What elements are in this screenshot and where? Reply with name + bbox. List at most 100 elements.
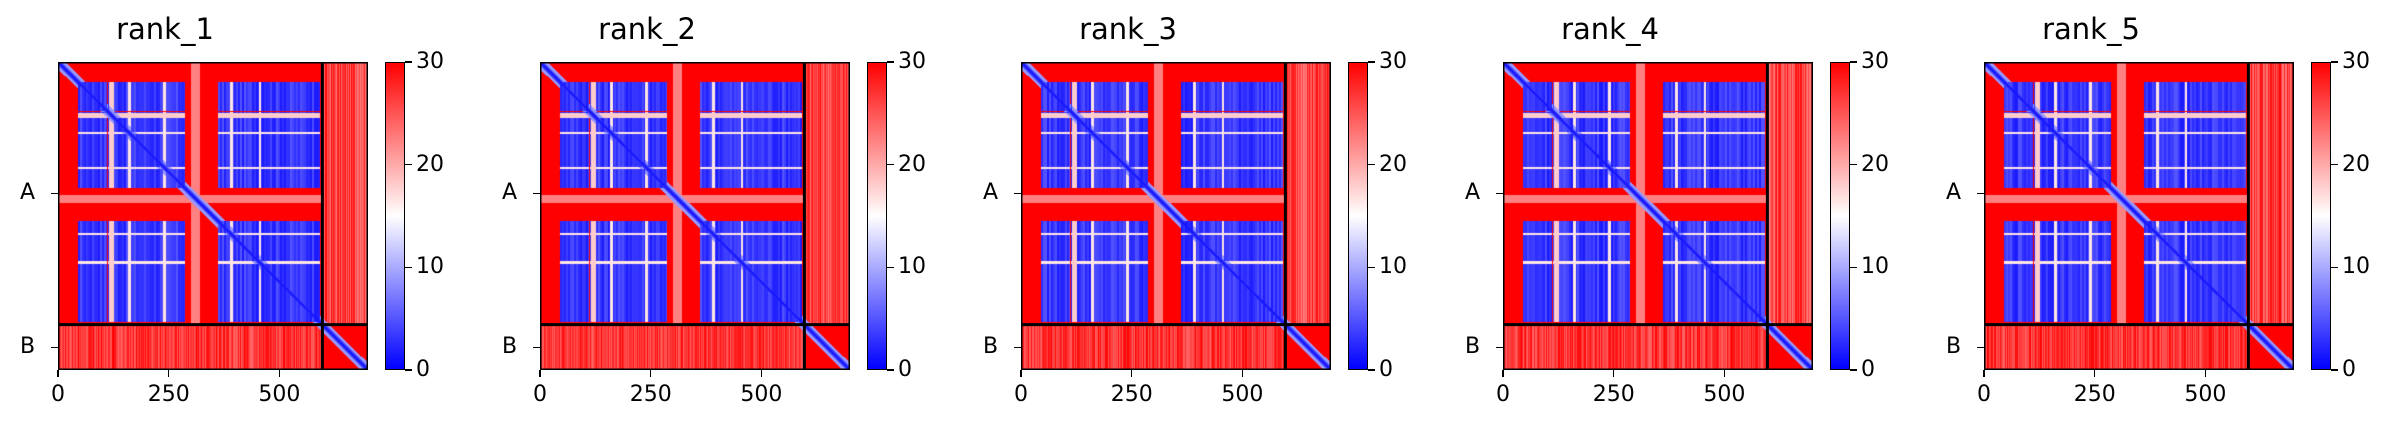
- colorbar-tick-mark: [887, 266, 894, 269]
- colorbar: [385, 62, 405, 370]
- x-tick-mark: [1130, 370, 1133, 377]
- colorbar-tick-mark: [2331, 369, 2338, 371]
- x-tick-mark: [760, 370, 763, 377]
- x-tick-mark: [2204, 370, 2207, 377]
- plot-frame: [1021, 62, 1331, 370]
- chart-title: rank_1: [116, 12, 214, 46]
- chart-panel-2: rank_2 0 250 500 A B 0 10 20 30: [482, 0, 962, 438]
- y-tick-label: A: [1946, 180, 1962, 206]
- y-tick-label: B: [1946, 334, 1962, 360]
- x-tick-label: 500: [1703, 382, 1746, 407]
- x-tick-mark: [1612, 370, 1615, 377]
- y-tick-label: A: [983, 180, 999, 206]
- colorbar-tick-label: 0: [416, 357, 430, 382]
- colorbar-tick-mark: [405, 163, 412, 166]
- chart-panel-1: rank_1 0 250 500 A B 0 10 20 30: [0, 0, 480, 438]
- colorbar-tick-label: 20: [2342, 151, 2370, 177]
- colorbar-tick-mark: [1850, 61, 1857, 63]
- x-tick-label: 250: [2073, 382, 2116, 407]
- x-tick-mark: [1241, 370, 1244, 377]
- x-tick-label: 0: [1496, 382, 1510, 407]
- x-tick-mark: [57, 370, 59, 377]
- colorbar-tick-label: 10: [1379, 254, 1407, 280]
- x-tick-mark: [1983, 370, 1985, 377]
- plot-frame: [1503, 62, 1813, 370]
- y-tick-label: A: [1465, 180, 1481, 206]
- colorbar-tick-mark: [1368, 369, 1375, 371]
- y-tick-label: B: [502, 334, 518, 360]
- x-tick-mark: [1020, 370, 1022, 377]
- colorbar-tick-mark: [887, 61, 894, 63]
- chart-title: rank_5: [2042, 12, 2140, 46]
- x-tick-mark: [1502, 370, 1504, 377]
- colorbar-tick-label: 0: [2342, 357, 2356, 382]
- pae-heatmap: [1503, 62, 1813, 370]
- colorbar-tick-label: 0: [1861, 357, 1875, 382]
- colorbar-tick-mark: [405, 266, 412, 269]
- y-tick-mark: [1496, 346, 1503, 349]
- colorbar: [2311, 62, 2331, 370]
- x-tick-mark: [539, 370, 541, 377]
- x-tick-mark: [2093, 370, 2096, 377]
- colorbar-tick-label: 30: [2342, 49, 2370, 74]
- colorbar-tick-label: 20: [416, 151, 444, 177]
- colorbar-tick-label: 20: [1379, 151, 1407, 177]
- colorbar-tick-mark: [1368, 61, 1375, 63]
- colorbar-tick-mark: [1850, 266, 1857, 269]
- colorbar-tick-mark: [1850, 369, 1857, 371]
- x-tick-label: 0: [51, 382, 65, 407]
- pae-heatmap: [540, 62, 850, 370]
- colorbar-tick-label: 20: [898, 151, 926, 177]
- pae-heatmap: [58, 62, 368, 370]
- colorbar-tick-label: 30: [1379, 49, 1407, 74]
- colorbar-tick-mark: [405, 61, 412, 63]
- x-tick-label: 0: [1977, 382, 1991, 407]
- colorbar-tick-label: 20: [1861, 151, 1889, 177]
- colorbar-tick-label: 30: [1861, 49, 1889, 74]
- y-tick-label: A: [502, 180, 518, 206]
- y-tick-mark: [1014, 346, 1021, 349]
- y-tick-label: A: [20, 180, 36, 206]
- x-tick-label: 500: [258, 382, 301, 407]
- chain-boundaries: [1021, 62, 1331, 370]
- y-tick-mark: [533, 192, 540, 195]
- x-tick-label: 250: [629, 382, 672, 407]
- colorbar-tick-mark: [1368, 266, 1375, 269]
- colorbar-tick-mark: [2331, 266, 2338, 269]
- colorbar-tick-mark: [1850, 163, 1857, 166]
- colorbar-tick-mark: [1368, 163, 1375, 166]
- x-tick-label: 250: [1110, 382, 1153, 407]
- chain-boundaries: [58, 62, 368, 370]
- chart-title: rank_3: [1079, 12, 1177, 46]
- x-tick-label: 500: [1221, 382, 1264, 407]
- colorbar-tick-label: 30: [898, 49, 926, 74]
- y-tick-mark: [1977, 346, 1984, 349]
- plot-frame: [58, 62, 368, 370]
- colorbar-tick-mark: [405, 369, 412, 371]
- colorbar-tick-mark: [2331, 163, 2338, 166]
- colorbar-tick-mark: [887, 163, 894, 166]
- y-tick-label: B: [1465, 334, 1481, 360]
- x-tick-label: 500: [740, 382, 783, 407]
- colorbar-tick-mark: [2331, 61, 2338, 63]
- y-tick-mark: [51, 346, 58, 349]
- x-tick-label: 0: [1014, 382, 1028, 407]
- x-tick-mark: [1723, 370, 1726, 377]
- colorbar-tick-label: 10: [2342, 254, 2370, 280]
- colorbar: [867, 62, 887, 370]
- colorbar-tick-label: 10: [416, 254, 444, 280]
- plot-frame: [540, 62, 850, 370]
- colorbar-tick-label: 10: [1861, 254, 1889, 280]
- y-tick-mark: [1496, 192, 1503, 195]
- colorbar: [1348, 62, 1368, 370]
- x-tick-label: 500: [2184, 382, 2227, 407]
- pae-heatmap: [1984, 62, 2294, 370]
- colorbar-tick-label: 30: [416, 49, 444, 74]
- chain-boundaries: [540, 62, 850, 370]
- colorbar-tick-mark: [887, 369, 894, 371]
- chart-panel-4: rank_4 0 250 500 A B 0 10 20 30: [1445, 0, 1925, 438]
- x-tick-label: 0: [533, 382, 547, 407]
- y-tick-mark: [533, 346, 540, 349]
- colorbar-tick-label: 0: [1379, 357, 1393, 382]
- chain-boundaries: [1984, 62, 2294, 370]
